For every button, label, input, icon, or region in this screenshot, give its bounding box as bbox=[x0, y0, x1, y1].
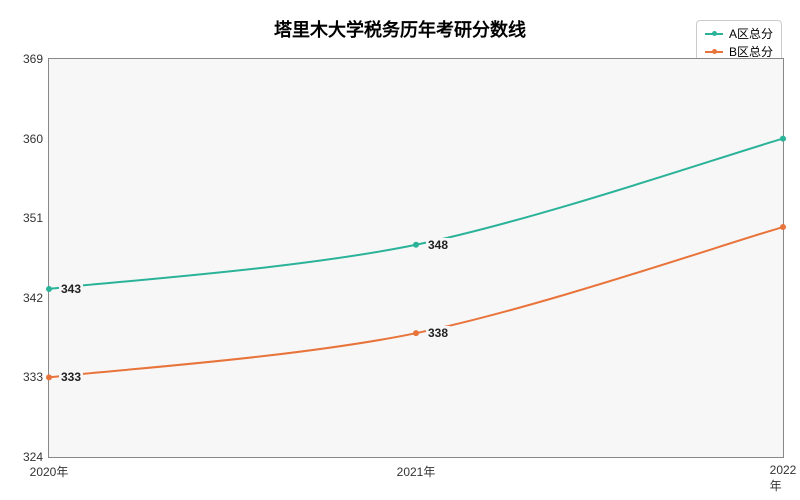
series-marker bbox=[780, 224, 786, 230]
y-tick-label: 351 bbox=[23, 211, 49, 225]
legend-swatch-b bbox=[705, 51, 723, 53]
x-tick-label: 2022年 bbox=[770, 457, 797, 494]
legend-item-a: A区总分 bbox=[705, 25, 773, 43]
chart-container: 塔里木大学税务历年考研分数线 A区总分 B区总分 324333342351360… bbox=[0, 0, 800, 500]
y-tick-label: 342 bbox=[23, 291, 49, 305]
y-tick-label: 360 bbox=[23, 132, 49, 146]
x-tick-label: 2021年 bbox=[397, 457, 436, 480]
chart-title: 塔里木大学税务历年考研分数线 bbox=[0, 16, 800, 42]
chart-svg bbox=[49, 59, 783, 457]
data-label: 348 bbox=[426, 238, 450, 252]
legend-swatch-a bbox=[705, 33, 723, 35]
series-line bbox=[49, 227, 783, 377]
series-marker bbox=[780, 136, 786, 142]
series-marker bbox=[413, 242, 419, 248]
series-marker bbox=[413, 330, 419, 336]
plot-area: 3243333423513603692020年2021年2022年3433483… bbox=[48, 58, 784, 458]
series-line bbox=[49, 139, 783, 289]
y-tick-label: 333 bbox=[23, 370, 49, 384]
legend-label-a: A区总分 bbox=[729, 25, 773, 43]
data-label: 343 bbox=[59, 282, 83, 296]
y-tick-label: 369 bbox=[23, 52, 49, 66]
data-label: 333 bbox=[59, 370, 83, 384]
x-tick-label: 2020年 bbox=[30, 457, 69, 480]
data-label: 338 bbox=[426, 326, 450, 340]
